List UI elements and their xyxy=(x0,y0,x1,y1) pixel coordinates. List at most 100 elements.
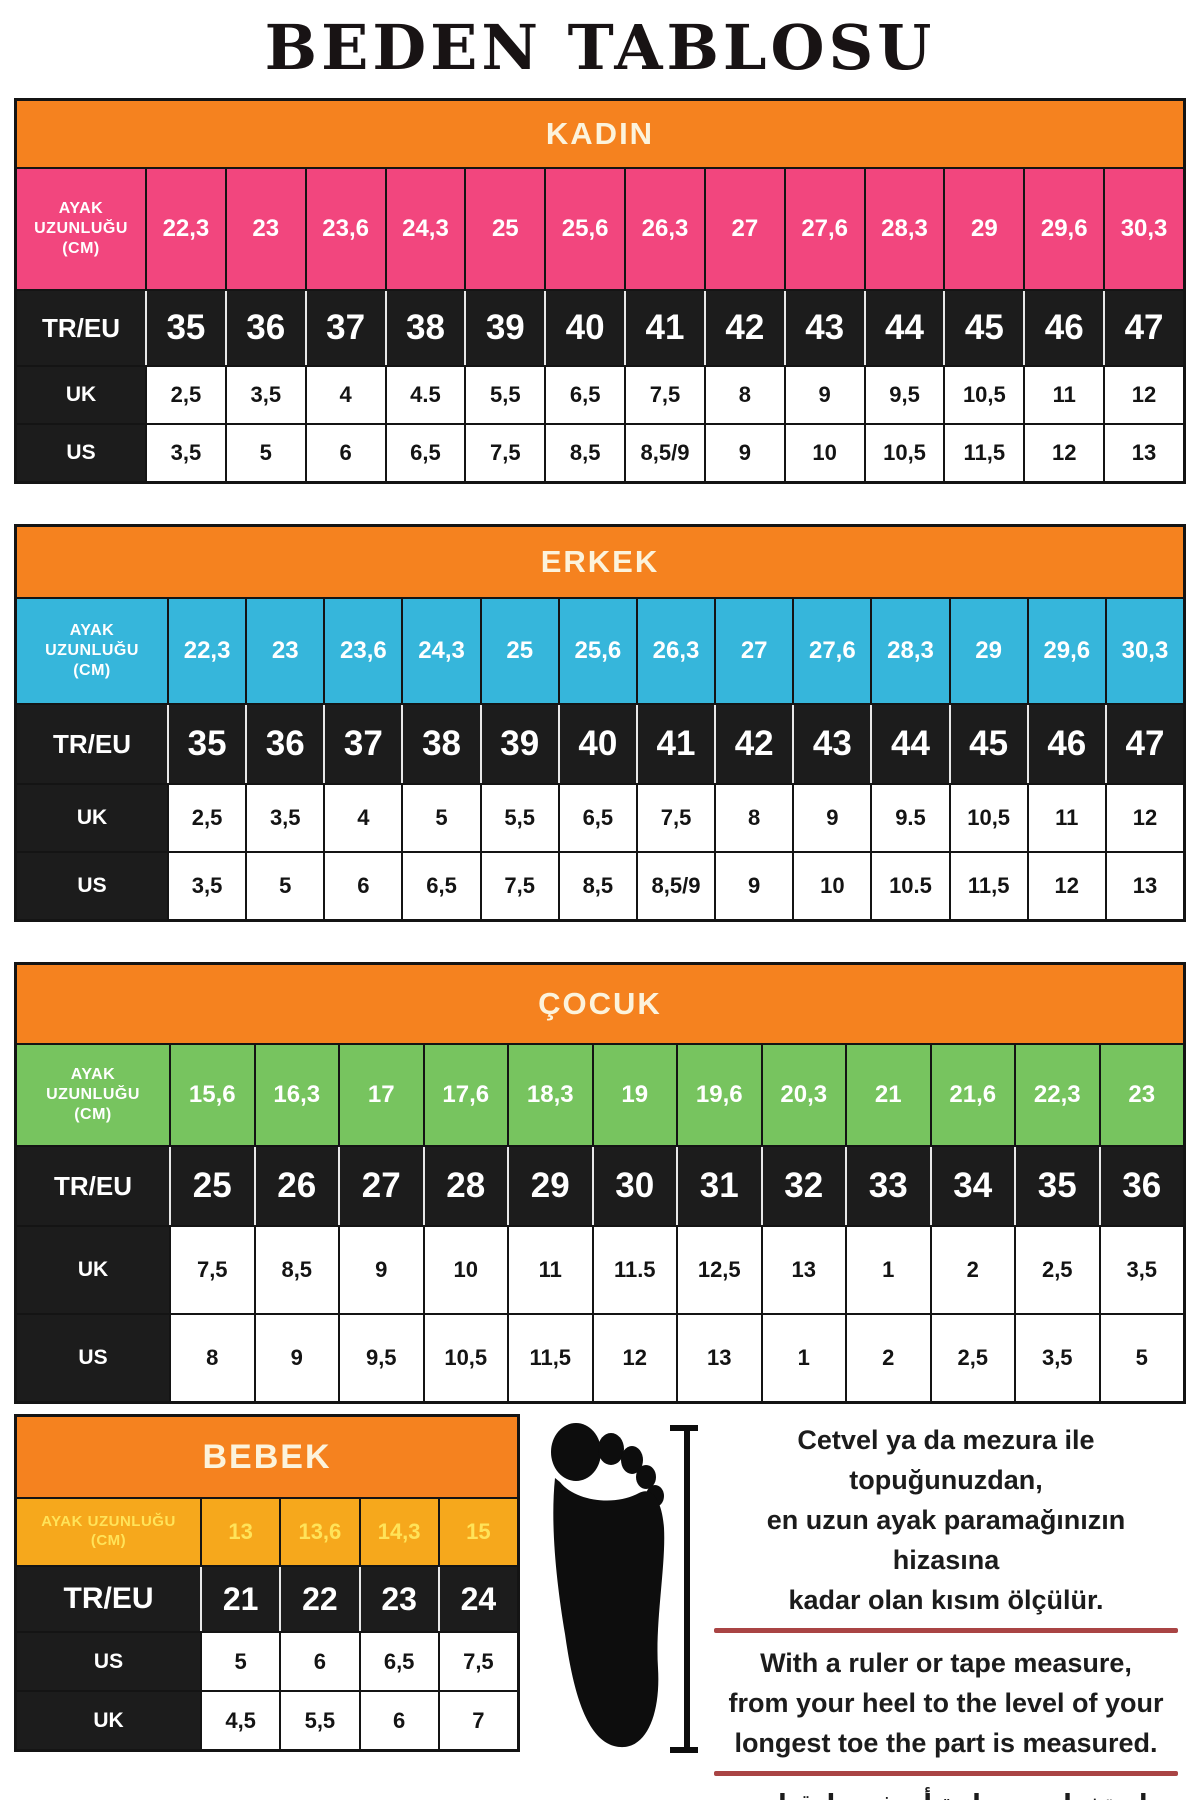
instruction-turkish-line3: kadar olan kısım ölçülür. xyxy=(788,1585,1104,1616)
treu-size-value: 47 xyxy=(1104,705,1183,784)
children-us-row: US 8 9 9,5 10,5 11,5 12 13 1 2 2,5 3,5 5 xyxy=(17,1313,1184,1402)
foot-length-label-line2: (CM) xyxy=(90,1532,127,1550)
uk-size-value: 9 xyxy=(792,785,870,852)
treu-size-value: 35 xyxy=(145,291,225,366)
treu-size-value: 31 xyxy=(676,1147,761,1226)
treu-size-value: 36 xyxy=(224,291,305,366)
uk-size-value: 5 xyxy=(401,785,479,852)
foot-length-value: 30,3 xyxy=(1104,599,1183,704)
foot-length-value: 15,6 xyxy=(169,1045,254,1146)
us-size-value: 8,5 xyxy=(557,853,636,920)
treu-size-value: 39 xyxy=(479,705,558,784)
instruction-arabic-line1: باستخدام مسطرة أو شريط قياس، يتم قياس ال… xyxy=(712,1786,1180,1800)
foot-length-value: 25,6 xyxy=(544,169,624,290)
foot-length-value: 29,6 xyxy=(1026,599,1105,704)
treu-size-value: 34 xyxy=(929,1147,1015,1226)
treu-size-value: 46 xyxy=(1023,291,1103,366)
men-treu-row: TR/EU 35 36 37 38 39 40 41 42 43 44 45 46 47 xyxy=(17,703,1183,784)
baby-foot-length-values: 13 13,6 14,3 15 xyxy=(200,1499,517,1566)
us-label: US xyxy=(17,853,167,920)
uk-label: UK xyxy=(17,367,145,424)
uk-size-value: 2,5 xyxy=(167,785,245,852)
us-size-value: 9 xyxy=(714,853,792,920)
us-label: US xyxy=(17,425,145,482)
us-size-value: 2,5 xyxy=(929,1315,1015,1402)
uk-size-value: 2,5 xyxy=(145,367,225,424)
treu-size-value: 24 xyxy=(437,1567,517,1632)
women-foot-length-row: AYAK UZUNLUĞU (CM) 22,3 23 23,6 24,3 25 25,6 2… xyxy=(17,167,1183,290)
uk-size-value: 11.5 xyxy=(591,1227,677,1314)
red-divider-bottom xyxy=(714,1771,1178,1777)
baby-treu-values: 21 22 23 24 xyxy=(200,1567,517,1632)
treu-size-value: 28 xyxy=(422,1147,508,1226)
uk-size-value: 12 xyxy=(1104,785,1183,852)
treu-size-value: 37 xyxy=(323,705,401,784)
treu-size-value: 44 xyxy=(870,705,948,784)
us-size-value: 10 xyxy=(792,853,870,920)
baby-treu-row: TR/EU 21 22 23 24 xyxy=(17,1565,517,1632)
baby-foot-length-row: AYAK UZUNLUĞU (CM) 13 13,6 14,3 15 xyxy=(17,1497,517,1566)
instruction-english-line1: With a ruler or tape measure, xyxy=(760,1648,1132,1679)
us-size-value: 5 xyxy=(1098,1315,1184,1402)
foot-length-value: 26,3 xyxy=(635,599,714,704)
uk-size-value: 8,5 xyxy=(253,1227,339,1314)
foot-length-value: 23,6 xyxy=(304,169,385,290)
instruction-turkish-line2: en uzun ayak paramağınızın hizasına xyxy=(766,1505,1126,1576)
foot-length-value: 21,6 xyxy=(929,1045,1015,1146)
foot-length-label-line1: AYAK xyxy=(69,622,115,640)
us-size-value: 10 xyxy=(783,425,864,482)
instruction-english-line2: from your heel to the level of your xyxy=(728,1688,1164,1719)
foot-length-value: 30,3 xyxy=(1103,169,1183,290)
baby-table-header: BEBEK xyxy=(17,1417,517,1498)
foot-length-label-line3: (CM) xyxy=(73,662,111,680)
uk-size-value: 3,5 xyxy=(245,785,323,852)
us-size-value: 5 xyxy=(224,425,305,482)
uk-size-value: 12,5 xyxy=(676,1227,761,1314)
uk-size-value: 10,5 xyxy=(943,367,1023,424)
treu-size-value: 23 xyxy=(358,1567,438,1632)
uk-size-value: 6,5 xyxy=(557,785,636,852)
us-label: US xyxy=(17,1633,200,1691)
us-size-value: 12 xyxy=(1026,853,1105,920)
us-size-value: 10.5 xyxy=(870,853,948,920)
treu-size-value: 43 xyxy=(783,291,864,366)
uk-size-value: 7,5 xyxy=(169,1227,254,1314)
us-label: US xyxy=(17,1315,169,1402)
uk-size-value: 5,5 xyxy=(479,785,558,852)
foot-length-value: 13,6 xyxy=(279,1499,358,1566)
foot-length-value: 19 xyxy=(591,1045,677,1146)
us-size-value: 13 xyxy=(1104,853,1183,920)
foot-length-value: 29 xyxy=(948,599,1027,704)
bottom-section: BEBEK AYAK UZUNLUĞU (CM) 13 13,6 14,3 15 TR… xyxy=(14,1414,1186,1800)
uk-size-value: 2,5 xyxy=(1014,1227,1099,1314)
foot-length-value: 21 xyxy=(845,1045,930,1146)
us-size-value: 8 xyxy=(169,1315,254,1402)
foot-length-value: 27 xyxy=(703,169,784,290)
foot-length-label-line3: (CM) xyxy=(74,1106,112,1124)
foot-length-value: 23 xyxy=(1098,1045,1184,1146)
uk-size-value: 4.5 xyxy=(384,367,465,424)
foot-length-label-line1: AYAK xyxy=(70,1066,116,1084)
us-size-value: 1 xyxy=(760,1315,846,1402)
foot-measurement-figure xyxy=(548,1416,698,1771)
treu-size-value: 37 xyxy=(304,291,385,366)
uk-size-value: 7,5 xyxy=(624,367,704,424)
uk-size-value: 13 xyxy=(760,1227,846,1314)
women-size-table: KADIN AYAK UZUNLUĞU (CM) 22,3 23 23,6 24,3 2… xyxy=(14,98,1186,485)
us-size-value: 13 xyxy=(676,1315,761,1402)
uk-size-value: 9.5 xyxy=(870,785,948,852)
foot-length-value: 16,3 xyxy=(253,1045,339,1146)
foot-length-value: 24,3 xyxy=(401,599,479,704)
uk-size-value: 11 xyxy=(1023,367,1103,424)
treu-size-value: 35 xyxy=(1014,1147,1099,1226)
baby-uk-values: 4,5 5,5 6 7 xyxy=(200,1692,517,1750)
women-uk-row: UK 2,5 3,5 4 4.5 5,5 6,5 7,5 8 9 9,5 10,5 11 12 xyxy=(17,365,1183,424)
us-size-value: 6 xyxy=(323,853,401,920)
us-size-value: 9 xyxy=(253,1315,339,1402)
uk-size-value: 3,5 xyxy=(1098,1227,1184,1314)
treu-size-value: 36 xyxy=(1098,1147,1184,1226)
treu-size-value: 25 xyxy=(169,1147,254,1226)
men-foot-length-values: 22,3 23 23,6 24,3 25 25,6 26,3 27 27,6 28,3 29 29,6… xyxy=(167,599,1183,704)
us-size-value: 10,5 xyxy=(422,1315,508,1402)
uk-size-value: 3,5 xyxy=(224,367,305,424)
